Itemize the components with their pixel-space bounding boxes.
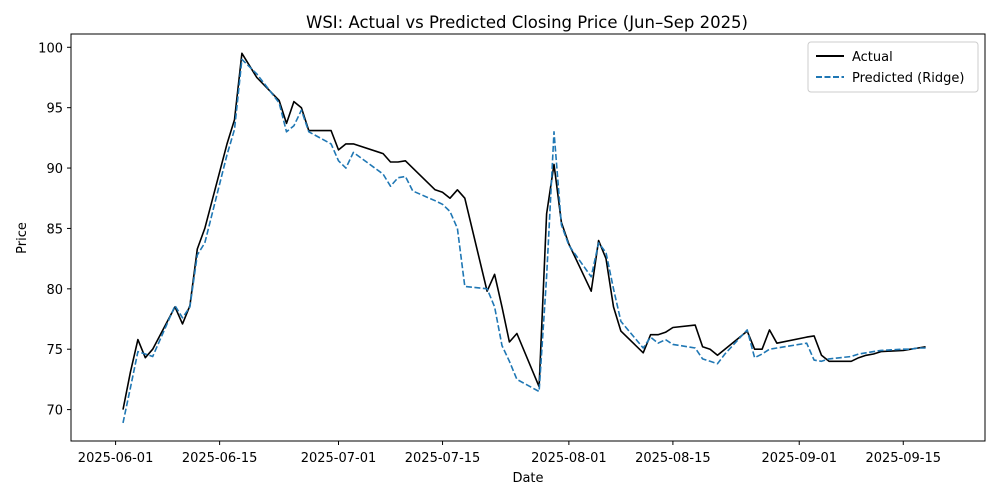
series-layer xyxy=(122,52,926,424)
x-tick-label: 2025-09-01 xyxy=(761,451,837,466)
x-tick-label: 2025-08-15 xyxy=(635,451,711,466)
chart-title: WSI: Actual vs Predicted Closing Price (… xyxy=(306,13,748,32)
x-tick-label: 2025-07-15 xyxy=(405,451,481,466)
y-tick-label: 95 xyxy=(46,102,63,117)
y-tick-label: 75 xyxy=(46,343,63,358)
legend-label-predicted: Predicted (Ridge) xyxy=(852,71,964,86)
y-axis-title: Price xyxy=(15,222,30,254)
x-tick-label: 2025-09-15 xyxy=(865,451,941,466)
plot-frame xyxy=(70,33,986,442)
legend: Actual Predicted (Ridge) xyxy=(807,41,979,93)
x-tick-label: 2025-08-01 xyxy=(531,451,607,466)
x-tick-label: 2025-07-01 xyxy=(301,451,377,466)
x-axis: 2025-06-01 2025-06-15 2025-07-01 2025-07-15… xyxy=(78,441,941,466)
y-tick-label: 100 xyxy=(38,41,63,56)
y-tick-label: 70 xyxy=(46,404,63,419)
y-tick-label: 85 xyxy=(46,222,63,237)
x-axis-title: Date xyxy=(512,471,543,486)
series-line-predicted xyxy=(122,58,926,424)
y-axis: 70 75 80 85 90 95 100 xyxy=(38,41,71,419)
series-line-actual xyxy=(122,52,926,410)
legend-box xyxy=(807,41,979,93)
y-tick-label: 90 xyxy=(46,162,63,177)
y-tick-label: 80 xyxy=(46,283,63,298)
x-tick-label: 2025-06-15 xyxy=(182,451,258,466)
legend-label-actual: Actual xyxy=(852,50,893,65)
x-tick-label: 2025-06-01 xyxy=(78,451,154,466)
